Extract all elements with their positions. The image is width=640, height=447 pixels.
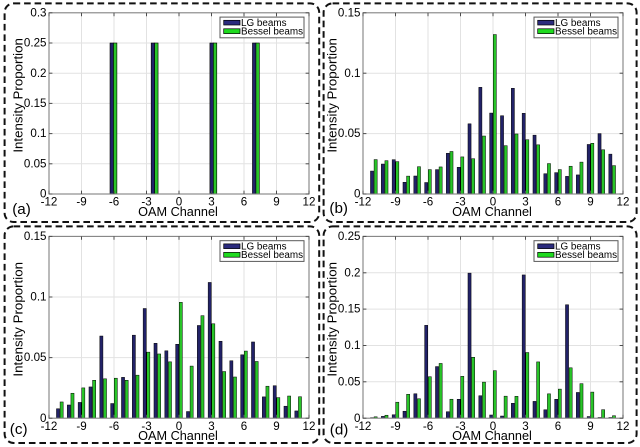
svg-text:(b): (b)	[329, 200, 348, 217]
svg-text:0.05: 0.05	[338, 375, 361, 388]
svg-text:-3: -3	[141, 196, 151, 209]
svg-text:-9: -9	[390, 196, 400, 209]
svg-text:0.1: 0.1	[344, 339, 360, 352]
svg-text:OAM Channel: OAM Channel	[452, 429, 532, 443]
svg-text:Bessel beams: Bessel beams	[555, 250, 617, 261]
svg-text:0: 0	[40, 188, 46, 201]
svg-text:0: 0	[354, 412, 360, 425]
svg-text:6: 6	[241, 420, 247, 433]
svg-text:LG beams: LG beams	[241, 18, 287, 29]
svg-text:0.1: 0.1	[344, 67, 360, 80]
svg-text:-12: -12	[41, 420, 58, 433]
svg-text:-9: -9	[76, 196, 86, 209]
svg-text:0.25: 0.25	[338, 230, 361, 243]
svg-text:0.05: 0.05	[24, 351, 47, 364]
svg-text:3: 3	[208, 420, 214, 433]
svg-text:LG beams: LG beams	[555, 18, 601, 29]
svg-text:9: 9	[273, 196, 279, 209]
svg-text:0.15: 0.15	[24, 97, 47, 110]
svg-text:0.05: 0.05	[338, 127, 361, 140]
svg-text:Intensity Proportion: Intensity Proportion	[11, 38, 26, 153]
svg-text:0: 0	[40, 412, 46, 425]
svg-text:OAM Channel: OAM Channel	[138, 429, 218, 443]
svg-text:12: 12	[617, 420, 630, 433]
svg-text:Bessel beams: Bessel beams	[241, 27, 303, 38]
svg-text:Bessel beams: Bessel beams	[555, 27, 617, 38]
svg-text:3: 3	[208, 196, 214, 209]
svg-text:0.15: 0.15	[338, 6, 361, 19]
svg-text:0.25: 0.25	[24, 37, 47, 50]
svg-text:-9: -9	[76, 420, 86, 433]
svg-text:(d): (d)	[330, 422, 349, 439]
svg-text:3: 3	[522, 420, 528, 433]
svg-text:-9: -9	[390, 420, 400, 433]
svg-text:0: 0	[176, 420, 182, 433]
svg-text:0.15: 0.15	[24, 230, 47, 243]
svg-text:3: 3	[522, 196, 528, 209]
svg-text:12: 12	[617, 196, 630, 209]
svg-text:0.1: 0.1	[30, 291, 46, 304]
svg-text:-6: -6	[109, 196, 119, 209]
svg-text:9: 9	[587, 196, 593, 209]
svg-text:Bessel beams: Bessel beams	[241, 250, 303, 261]
svg-text:0.2: 0.2	[30, 67, 46, 80]
svg-text:-6: -6	[109, 420, 119, 433]
svg-text:0.2: 0.2	[344, 266, 360, 279]
svg-text:LG beams: LG beams	[241, 241, 287, 252]
svg-text:0.15: 0.15	[338, 303, 361, 316]
svg-text:0: 0	[354, 188, 360, 201]
svg-text:-3: -3	[455, 196, 465, 209]
svg-text:-12: -12	[41, 196, 58, 209]
svg-text:-12: -12	[355, 420, 372, 433]
svg-text:0: 0	[490, 196, 496, 209]
svg-text:Intensity Proportion: Intensity Proportion	[325, 38, 340, 153]
svg-text:-3: -3	[455, 420, 465, 433]
svg-text:LG beams: LG beams	[555, 241, 601, 252]
svg-text:(c): (c)	[10, 421, 28, 438]
svg-text:6: 6	[555, 420, 561, 433]
svg-text:0: 0	[490, 420, 496, 433]
svg-text:(a): (a)	[12, 201, 31, 218]
svg-text:-3: -3	[141, 420, 151, 433]
svg-text:0.1: 0.1	[30, 127, 46, 140]
svg-text:Intensity Proportion: Intensity Proportion	[325, 262, 340, 377]
svg-text:0: 0	[176, 196, 182, 209]
svg-text:0.05: 0.05	[24, 157, 47, 170]
svg-text:6: 6	[555, 196, 561, 209]
svg-text:-6: -6	[423, 420, 433, 433]
svg-text:OAM Channel: OAM Channel	[138, 205, 218, 219]
svg-text:6: 6	[241, 196, 247, 209]
svg-text:Intensity Proportion: Intensity Proportion	[11, 262, 26, 377]
svg-text:OAM Channel: OAM Channel	[452, 205, 532, 219]
svg-text:9: 9	[587, 420, 593, 433]
svg-text:-6: -6	[423, 196, 433, 209]
svg-text:-12: -12	[355, 196, 372, 209]
svg-text:9: 9	[273, 420, 279, 433]
svg-text:12: 12	[303, 420, 316, 433]
svg-text:12: 12	[303, 196, 316, 209]
svg-text:0.3: 0.3	[30, 6, 46, 19]
